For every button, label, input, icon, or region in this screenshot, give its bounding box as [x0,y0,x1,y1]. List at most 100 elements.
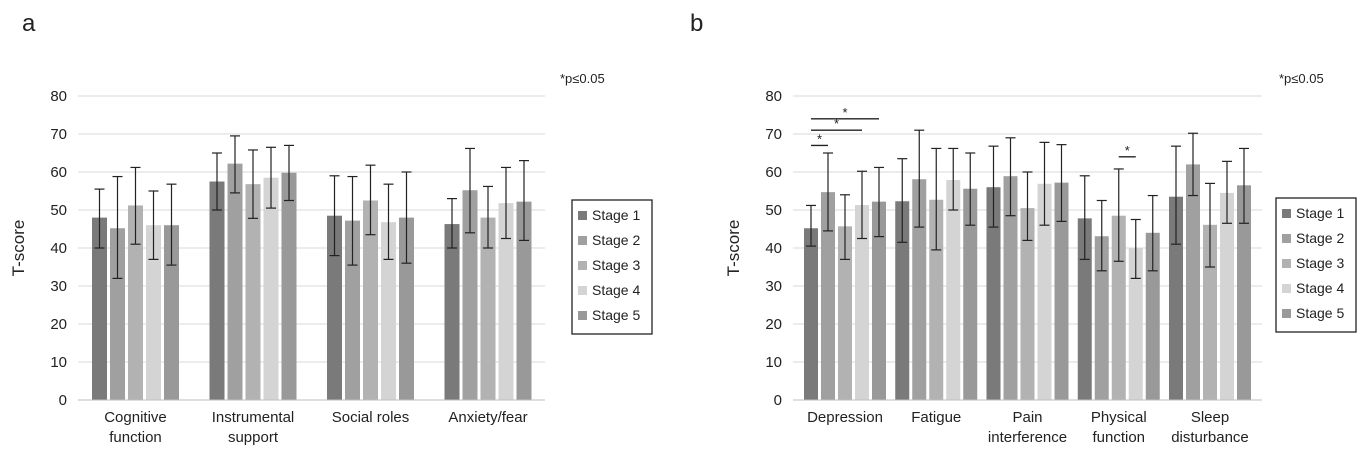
panel-b-significance-note: *p≤0.05 [1279,71,1324,86]
panel-a-legend-swatch [578,261,587,270]
panel-b-bar [946,179,961,400]
panel-b-bar [1094,236,1109,400]
panel-a-y-tick-label: 30 [50,278,67,295]
panel-a-bar [146,225,161,400]
panel-b-significance-star: * [834,116,839,131]
panel-b-y-axis-label: T-score [724,220,743,277]
panel-a-bar [92,217,107,400]
panel-a-y-tick-label: 0 [59,392,67,409]
panel-a-bar [227,163,243,400]
panel-a-legend-label: Stage 1 [592,207,640,223]
panel-a-bar [480,217,496,400]
panel-b-y-tick-label: 70 [765,126,782,143]
panel-b-bar [855,205,869,400]
panel-a-chart: 0 10 20 30 40 50 60 70 80 T-score Cognitive functio… [9,88,653,446]
panel-b-bar [1186,164,1200,400]
panel-b-bar [1077,218,1092,400]
panel-b-y-tick-label: 60 [765,164,782,181]
panel-a-bar [128,205,143,400]
panel-b-bar [1020,208,1035,400]
panel-b-bar [1237,185,1251,400]
panel-b-bar [1203,224,1217,400]
panel-a-bar [363,200,378,400]
panel-a-bar [209,181,225,400]
panel-b-significance-star: * [842,105,847,120]
panel-b-legend-label: Stage 3 [1296,255,1344,271]
panel-a-y-tick-label: 40 [50,240,67,257]
panel-a-y-tick-label: 60 [50,164,67,181]
panel-a-category-label: Instrumental support [212,409,295,446]
panel-b-bar [1003,176,1018,400]
panel-a-bar [498,203,514,400]
panel-a-category-label: Cognitive function [104,409,167,446]
panel-b-category-label: Physical function [1091,409,1147,446]
panel-b-y-tick-label: 20 [765,316,782,333]
panel-b-bar [872,201,886,400]
panel-a-bar [327,215,342,400]
panel-b-legend-label: Stage 2 [1296,230,1344,246]
panel-b-legend-label: Stage 1 [1296,205,1344,221]
panel-a-letter: a [22,10,36,37]
panel-a-bar [462,190,478,400]
panel-b-y-tick-label: 40 [765,240,782,257]
panel-a-legend-swatch [578,236,587,245]
panel-b-significance-star: * [817,131,822,146]
panel-a-legend-label: Stage 4 [592,282,640,298]
panel-a-bar [381,222,396,400]
panel-a-y-axis-label: T-score [9,220,28,277]
panel-b-legend-swatch [1282,234,1291,243]
panel-b-legend-swatch [1282,309,1291,318]
panel-a-bar [516,201,532,400]
panel-a-bar [164,225,179,400]
panel-a-legend-label: Stage 3 [592,257,640,273]
panel-b-bar [1220,192,1234,400]
panel-a-y-tick-label: 70 [50,126,67,143]
panel-b-bar [838,226,852,400]
panel-b-y-tick-label: 80 [765,88,782,105]
panel-b-y-tick-label: 0 [774,392,782,409]
panel-a-y-tick-label: 10 [50,354,67,371]
panel-b-legend-swatch [1282,209,1291,218]
panel-a-category-label: Anxiety/fear [448,409,527,426]
panel-b-legend-swatch [1282,259,1291,268]
panel-b-significance-star: * [1125,143,1130,158]
panel-a-category-label: Social roles [332,409,410,426]
panel-b-y-tick-label: 30 [765,278,782,295]
panel-b-bar [912,179,927,400]
panel-b-bar [1037,183,1052,400]
panel-b-bar [895,201,910,400]
panel-b-legend-label: Stage 4 [1296,280,1344,296]
panel-b-category-label: Sleep disturbance [1171,409,1249,446]
panel-a-bar [444,224,460,400]
panel-b-legend-swatch [1282,284,1291,293]
panel-a-y-tick-label: 50 [50,202,67,219]
panel-b-letter: b [690,10,703,37]
panel-b-bar [1128,248,1143,400]
panel-b-category-label: Pain interference [988,409,1067,446]
panel-b-bar [1145,232,1160,400]
panel-a-legend-label: Stage 5 [592,307,640,323]
panel-a-legend-swatch [578,286,587,295]
panel-a-bar [110,228,125,400]
panel-b-bar [804,228,818,400]
panel-a-legend-label: Stage 2 [592,232,640,248]
panel-b-bar [1054,182,1069,400]
panel-a-legend-swatch [578,311,587,320]
panel-a-significance-note: *p≤0.05 [560,71,605,86]
panel-b-y-tick-label: 50 [765,202,782,219]
panel-b-category-label: Depression [807,409,883,426]
panel-b-bar [986,187,1001,400]
panel-a-legend-swatch [578,211,587,220]
panel-b-bar [963,188,978,400]
panel-b-chart: 0 10 20 30 40 50 60 70 80 T-score Depression Fatigu… [724,88,1357,446]
panel-b-bar [1169,196,1183,400]
panel-a-y-tick-label: 20 [50,316,67,333]
panel-a-bar [245,184,261,400]
panel-a-bar [263,177,279,400]
panel-a-bar [281,172,297,400]
panel-b-y-tick-label: 10 [765,354,782,371]
panel-b-category-label: Fatigue [911,409,961,426]
panel-b-bar [821,192,835,400]
panel-b-legend-label: Stage 5 [1296,305,1344,321]
